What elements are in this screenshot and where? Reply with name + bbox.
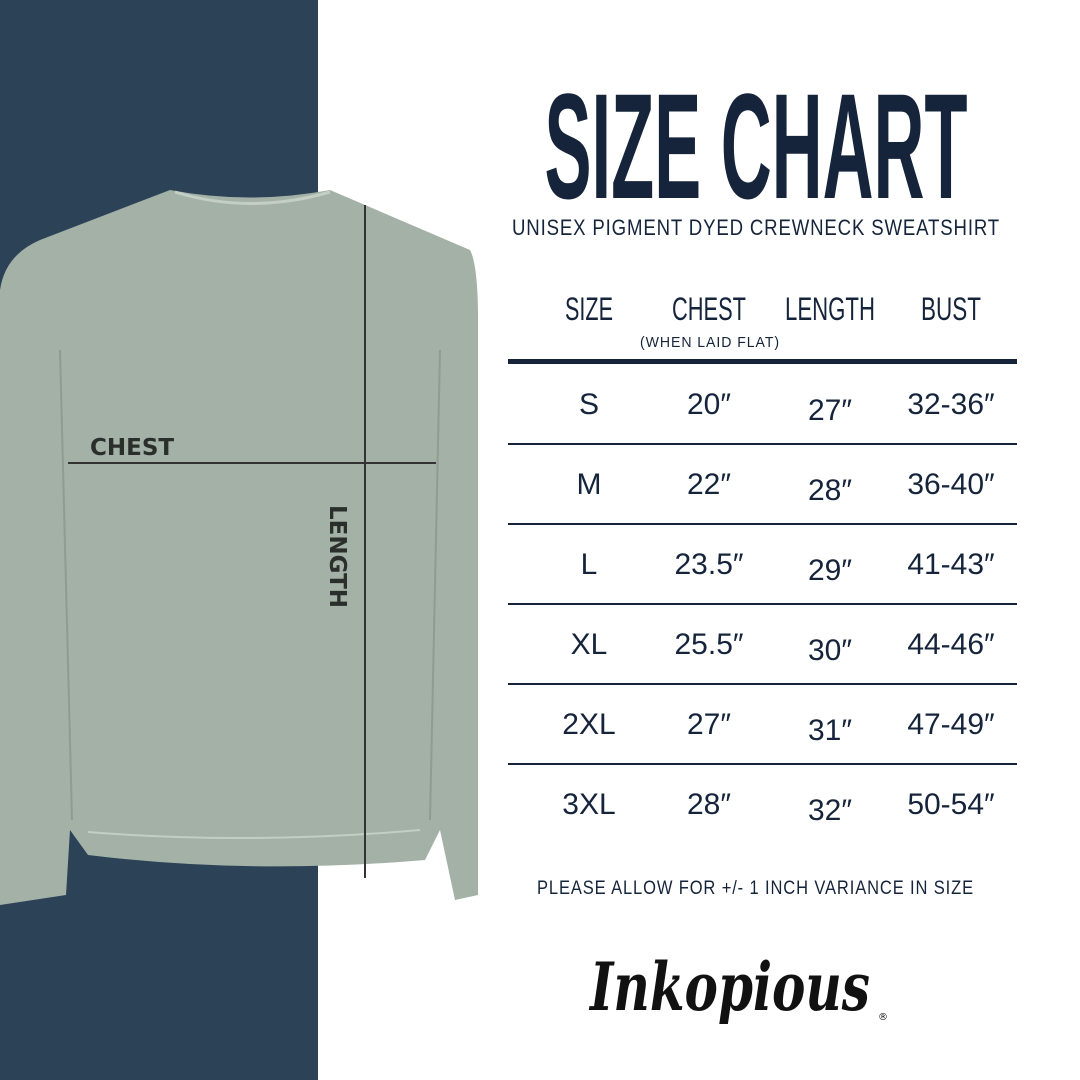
cell-length: 28″ bbox=[808, 474, 852, 507]
cell-chest: 20″ bbox=[687, 388, 731, 421]
size-table-area: SIZE CHART UNISEX PIGMENT DYED CREWNECK … bbox=[512, 62, 1000, 899]
registered-mark: ® bbox=[878, 1012, 888, 1023]
cell-chest: 28″ bbox=[687, 788, 731, 821]
row-divider bbox=[508, 523, 1017, 525]
cell-size: S bbox=[579, 388, 599, 421]
cell-bust: 32-36″ bbox=[907, 388, 995, 421]
cell-bust: 44-46″ bbox=[907, 628, 995, 661]
variance-note: PLEASE ALLOW FOR +/- 1 INCH VARIANCE IN … bbox=[537, 878, 974, 899]
cell-bust: 47-49″ bbox=[907, 708, 995, 741]
chest-label: CHEST bbox=[90, 435, 174, 461]
sweatshirt-diagram: CHEST LENGTH bbox=[0, 190, 478, 905]
cell-length: 27″ bbox=[808, 394, 852, 427]
cell-bust: 41-43″ bbox=[907, 548, 995, 581]
cell-size: 2XL bbox=[562, 708, 615, 741]
column-header-length: LENGTH bbox=[785, 291, 875, 327]
row-divider bbox=[508, 683, 1017, 685]
table-row: S 20″ 27″ 32-36″ bbox=[579, 388, 995, 427]
brand-logo: Inkopious ® bbox=[588, 948, 888, 1026]
table-row: M 22″ 28″ 36-40″ bbox=[577, 468, 996, 507]
table-row: 2XL 27″ 31″ 47-49″ bbox=[562, 708, 995, 747]
page-title: SIZE CHART bbox=[545, 62, 968, 230]
cell-size: XL bbox=[571, 628, 608, 661]
cell-chest: 25.5″ bbox=[674, 628, 743, 661]
cell-chest: 22″ bbox=[687, 468, 731, 501]
column-header-bust: BUST bbox=[921, 291, 981, 327]
logo-text: Inkopious bbox=[588, 948, 870, 1026]
cell-size: L bbox=[581, 548, 598, 581]
row-divider bbox=[508, 443, 1017, 445]
length-label: LENGTH bbox=[324, 505, 350, 608]
header-divider bbox=[508, 359, 1017, 364]
cell-length: 31″ bbox=[808, 714, 852, 747]
cell-length: 32″ bbox=[808, 794, 852, 827]
cell-size: 3XL bbox=[562, 788, 615, 821]
column-header-size: SIZE bbox=[565, 291, 613, 327]
table-row: 3XL 28″ 32″ 50-54″ bbox=[562, 788, 995, 827]
table-row: XL 25.5″ 30″ 44-46″ bbox=[571, 628, 995, 667]
subtitle: UNISEX PIGMENT DYED CREWNECK SWEATSHIRT bbox=[512, 215, 1000, 240]
chest-note: (WHEN LAID FLAT) bbox=[640, 334, 780, 351]
cell-chest: 27″ bbox=[687, 708, 731, 741]
cell-bust: 36-40″ bbox=[907, 468, 995, 501]
row-divider bbox=[508, 603, 1017, 605]
cell-bust: 50-54″ bbox=[907, 788, 995, 821]
cell-size: M bbox=[577, 468, 602, 501]
row-divider bbox=[508, 763, 1017, 765]
table-row: L 23.5″ 29″ 41-43″ bbox=[581, 548, 995, 587]
cell-length: 30″ bbox=[808, 634, 852, 667]
cell-chest: 23.5″ bbox=[674, 548, 743, 581]
column-header-chest: CHEST bbox=[672, 291, 746, 327]
cell-length: 29″ bbox=[808, 554, 852, 587]
sweatshirt-image bbox=[0, 190, 478, 905]
